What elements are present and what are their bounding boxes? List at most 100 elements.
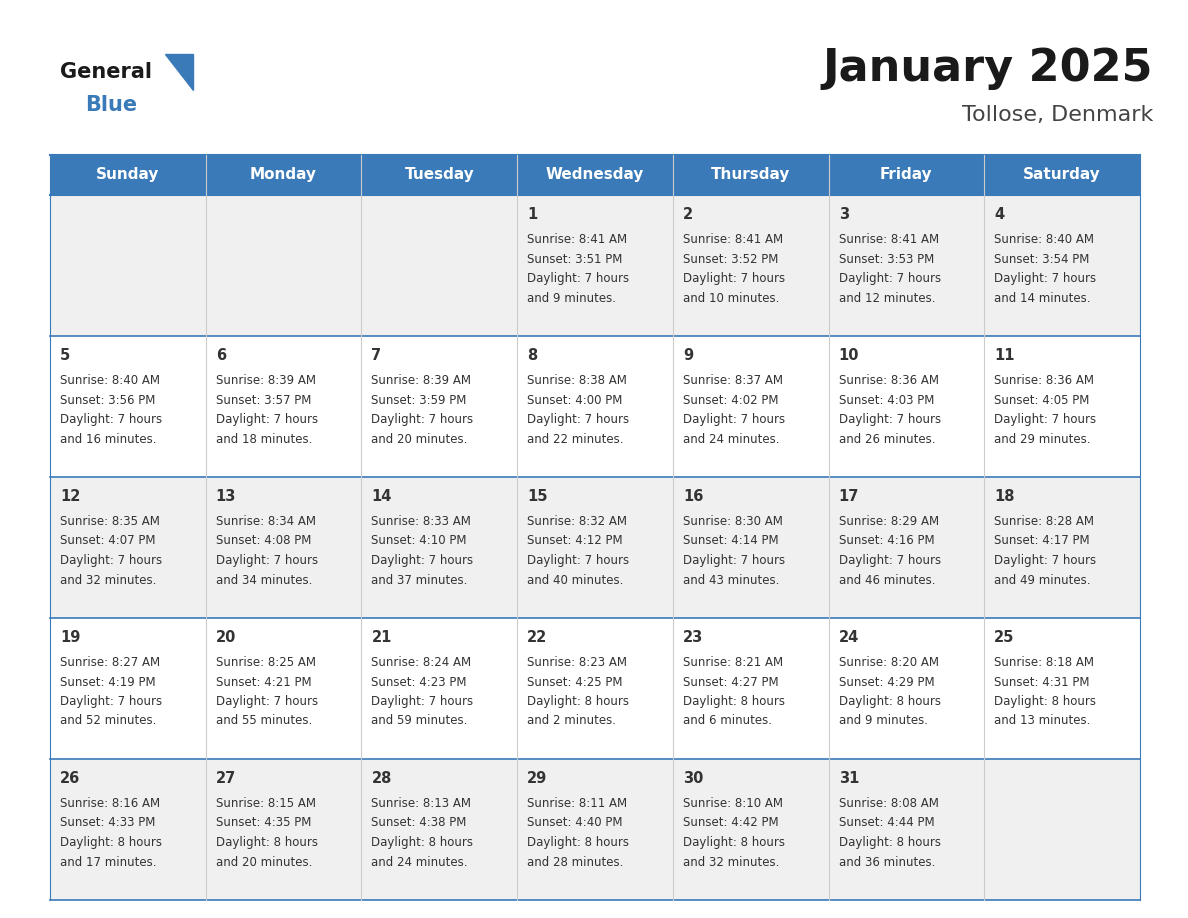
Text: Sunset: 4:16 PM: Sunset: 4:16 PM xyxy=(839,534,934,547)
Text: Sunset: 4:05 PM: Sunset: 4:05 PM xyxy=(994,394,1089,407)
Bar xyxy=(50,477,1140,618)
Text: Sunrise: 8:13 AM: Sunrise: 8:13 AM xyxy=(372,797,472,810)
Text: Sunset: 4:02 PM: Sunset: 4:02 PM xyxy=(683,394,778,407)
Text: Sunset: 4:27 PM: Sunset: 4:27 PM xyxy=(683,676,778,688)
Text: Sunset: 3:57 PM: Sunset: 3:57 PM xyxy=(216,394,311,407)
Text: Daylight: 7 hours: Daylight: 7 hours xyxy=(372,413,474,426)
Text: 29: 29 xyxy=(527,771,548,786)
Text: Sunrise: 8:36 AM: Sunrise: 8:36 AM xyxy=(839,374,939,387)
Text: 6: 6 xyxy=(216,348,226,363)
Text: 21: 21 xyxy=(372,630,392,645)
Text: 9: 9 xyxy=(683,348,693,363)
Text: Daylight: 7 hours: Daylight: 7 hours xyxy=(216,554,318,567)
Text: Daylight: 7 hours: Daylight: 7 hours xyxy=(683,413,785,426)
Text: Wednesday: Wednesday xyxy=(545,167,644,183)
Text: Blue: Blue xyxy=(86,95,137,115)
Text: Tuesday: Tuesday xyxy=(404,167,474,183)
Text: Sunrise: 8:40 AM: Sunrise: 8:40 AM xyxy=(61,374,160,387)
Text: Sunset: 4:23 PM: Sunset: 4:23 PM xyxy=(372,676,467,688)
Text: Sunrise: 8:35 AM: Sunrise: 8:35 AM xyxy=(61,515,160,528)
Text: Sunrise: 8:41 AM: Sunrise: 8:41 AM xyxy=(527,233,627,246)
Text: 7: 7 xyxy=(372,348,381,363)
Text: and 20 minutes.: and 20 minutes. xyxy=(372,432,468,445)
Text: Sunrise: 8:28 AM: Sunrise: 8:28 AM xyxy=(994,515,1094,528)
Text: Sunrise: 8:24 AM: Sunrise: 8:24 AM xyxy=(372,656,472,669)
Text: Sunset: 3:53 PM: Sunset: 3:53 PM xyxy=(839,252,934,265)
Text: 3: 3 xyxy=(839,207,848,222)
Text: Sunrise: 8:18 AM: Sunrise: 8:18 AM xyxy=(994,656,1094,669)
Text: and 9 minutes.: and 9 minutes. xyxy=(527,292,617,305)
Text: Sunrise: 8:20 AM: Sunrise: 8:20 AM xyxy=(839,656,939,669)
Text: 30: 30 xyxy=(683,771,703,786)
Text: 13: 13 xyxy=(216,489,236,504)
Text: Daylight: 7 hours: Daylight: 7 hours xyxy=(994,554,1097,567)
Text: Sunset: 4:17 PM: Sunset: 4:17 PM xyxy=(994,534,1089,547)
Text: Saturday: Saturday xyxy=(1023,167,1101,183)
Text: Sunset: 4:00 PM: Sunset: 4:00 PM xyxy=(527,394,623,407)
Text: 11: 11 xyxy=(994,348,1015,363)
Text: Daylight: 7 hours: Daylight: 7 hours xyxy=(527,272,630,285)
Text: Sunset: 4:07 PM: Sunset: 4:07 PM xyxy=(61,534,156,547)
Text: Daylight: 8 hours: Daylight: 8 hours xyxy=(994,695,1097,708)
Text: Sunset: 4:03 PM: Sunset: 4:03 PM xyxy=(839,394,934,407)
Text: Sunrise: 8:21 AM: Sunrise: 8:21 AM xyxy=(683,656,783,669)
Text: and 13 minutes.: and 13 minutes. xyxy=(994,714,1091,727)
Text: Daylight: 8 hours: Daylight: 8 hours xyxy=(61,836,162,849)
Text: Daylight: 7 hours: Daylight: 7 hours xyxy=(216,413,318,426)
Text: and 18 minutes.: and 18 minutes. xyxy=(216,432,312,445)
Polygon shape xyxy=(165,54,192,90)
Text: Sunset: 3:56 PM: Sunset: 3:56 PM xyxy=(61,394,156,407)
Text: Sunset: 4:14 PM: Sunset: 4:14 PM xyxy=(683,534,778,547)
Text: Sunset: 4:42 PM: Sunset: 4:42 PM xyxy=(683,816,778,830)
Text: Tollose, Denmark: Tollose, Denmark xyxy=(961,105,1154,125)
Bar xyxy=(50,618,1140,759)
Text: Sunset: 3:59 PM: Sunset: 3:59 PM xyxy=(372,394,467,407)
Text: 26: 26 xyxy=(61,771,81,786)
Text: 20: 20 xyxy=(216,630,236,645)
Text: and 10 minutes.: and 10 minutes. xyxy=(683,292,779,305)
Text: General: General xyxy=(61,62,152,82)
Text: Sunrise: 8:29 AM: Sunrise: 8:29 AM xyxy=(839,515,939,528)
Text: 31: 31 xyxy=(839,771,859,786)
Text: Sunset: 4:08 PM: Sunset: 4:08 PM xyxy=(216,534,311,547)
Text: and 32 minutes.: and 32 minutes. xyxy=(61,574,157,587)
Text: 12: 12 xyxy=(61,489,81,504)
Text: and 20 minutes.: and 20 minutes. xyxy=(216,856,312,868)
Text: Sunset: 4:31 PM: Sunset: 4:31 PM xyxy=(994,676,1089,688)
Text: 17: 17 xyxy=(839,489,859,504)
Text: 24: 24 xyxy=(839,630,859,645)
Text: and 37 minutes.: and 37 minutes. xyxy=(372,574,468,587)
Text: Friday: Friday xyxy=(880,167,933,183)
Text: Daylight: 8 hours: Daylight: 8 hours xyxy=(527,836,630,849)
Text: 4: 4 xyxy=(994,207,1004,222)
Text: and 32 minutes.: and 32 minutes. xyxy=(683,856,779,868)
Text: 14: 14 xyxy=(372,489,392,504)
Text: Daylight: 8 hours: Daylight: 8 hours xyxy=(839,695,941,708)
Text: Sunset: 4:25 PM: Sunset: 4:25 PM xyxy=(527,676,623,688)
Text: Sunrise: 8:16 AM: Sunrise: 8:16 AM xyxy=(61,797,160,810)
Text: Sunset: 4:10 PM: Sunset: 4:10 PM xyxy=(372,534,467,547)
Text: 18: 18 xyxy=(994,489,1015,504)
Text: Sunrise: 8:33 AM: Sunrise: 8:33 AM xyxy=(372,515,472,528)
Text: and 9 minutes.: and 9 minutes. xyxy=(839,714,928,727)
Text: Thursday: Thursday xyxy=(712,167,790,183)
Text: Daylight: 7 hours: Daylight: 7 hours xyxy=(839,413,941,426)
Text: and 40 minutes.: and 40 minutes. xyxy=(527,574,624,587)
Text: and 26 minutes.: and 26 minutes. xyxy=(839,432,935,445)
Text: 15: 15 xyxy=(527,489,548,504)
Bar xyxy=(50,195,1140,336)
Text: 23: 23 xyxy=(683,630,703,645)
Text: and 16 minutes.: and 16 minutes. xyxy=(61,432,157,445)
Text: and 59 minutes.: and 59 minutes. xyxy=(372,714,468,727)
Text: and 14 minutes.: and 14 minutes. xyxy=(994,292,1091,305)
Text: Sunrise: 8:41 AM: Sunrise: 8:41 AM xyxy=(683,233,783,246)
Text: Monday: Monday xyxy=(249,167,317,183)
Text: and 55 minutes.: and 55 minutes. xyxy=(216,714,312,727)
Text: and 12 minutes.: and 12 minutes. xyxy=(839,292,935,305)
Text: 1: 1 xyxy=(527,207,537,222)
Text: Daylight: 8 hours: Daylight: 8 hours xyxy=(683,695,785,708)
Text: Sunset: 3:54 PM: Sunset: 3:54 PM xyxy=(994,252,1089,265)
Text: Daylight: 7 hours: Daylight: 7 hours xyxy=(372,695,474,708)
Text: Sunset: 3:51 PM: Sunset: 3:51 PM xyxy=(527,252,623,265)
Text: 8: 8 xyxy=(527,348,537,363)
